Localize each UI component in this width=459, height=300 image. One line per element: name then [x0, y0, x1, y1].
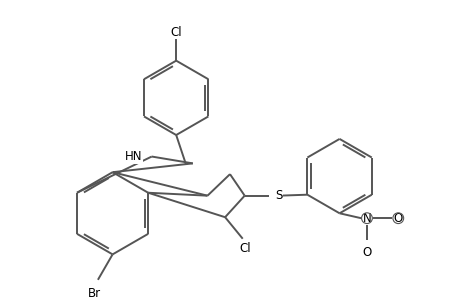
- Text: Cl: Cl: [239, 242, 251, 255]
- Text: O: O: [362, 246, 371, 259]
- Text: N: N: [362, 212, 370, 225]
- Text: S: S: [274, 189, 282, 202]
- Text: HN: HN: [125, 150, 143, 163]
- Text: O: O: [393, 212, 402, 225]
- Text: Br: Br: [87, 287, 101, 300]
- Text: Cl: Cl: [170, 26, 182, 39]
